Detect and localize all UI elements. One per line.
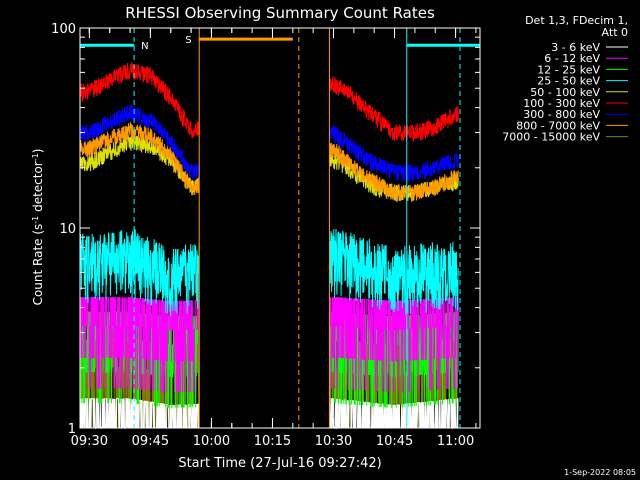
x-tick-label-2: 09:45 bbox=[132, 434, 169, 449]
legend-label-9: 7000 - 15000 keV bbox=[502, 131, 600, 144]
x-tick-label-5: 10:30 bbox=[315, 434, 352, 449]
y-tick-label-3: 100 bbox=[51, 22, 76, 37]
axes: 1 10 100 09:30 09:45 10:00 10:15 10:30 10:45 11:0… bbox=[51, 22, 481, 449]
series-6-line bbox=[79, 62, 459, 142]
saa-annotation: S bbox=[185, 35, 191, 46]
legend-label-3: 12 - 25 keV bbox=[537, 63, 600, 76]
footer-timestamp: 1-Sep-2022 08:05 bbox=[564, 468, 636, 477]
series-4-line bbox=[79, 228, 459, 317]
x-tick-label-3: 10:00 bbox=[193, 434, 230, 449]
x-tick-label-6: 10:45 bbox=[376, 434, 413, 449]
y-tick-label-2: 10 bbox=[59, 222, 76, 237]
legend-label-2: 6 - 12 keV bbox=[544, 52, 600, 65]
y-tick-label-1: 1 bbox=[68, 422, 76, 437]
legend-label-7: 300 - 800 keV bbox=[523, 108, 600, 121]
legend-label-4: 25 - 50 keV bbox=[537, 75, 600, 88]
x-tick-label-1: 09:30 bbox=[71, 434, 108, 449]
legend-label-1: 3 - 6 keV bbox=[551, 41, 600, 54]
series-8-line bbox=[79, 122, 459, 203]
legend-header-line-1: Det 1,3, FDecim 1, bbox=[525, 14, 628, 27]
legend-header-line-2: Att 0 bbox=[602, 26, 628, 39]
x-tick-label-4: 10:15 bbox=[254, 434, 291, 449]
night-annotation: N bbox=[141, 41, 148, 52]
chart-title: RHESSI Observing Summary Count Rates bbox=[125, 4, 435, 22]
legend-label-5: 50 - 100 keV bbox=[530, 86, 600, 99]
legend-label-6: 100 - 300 keV bbox=[523, 97, 600, 110]
y-axis-label: Count Rate (s-1 detector-1) bbox=[31, 149, 45, 306]
plot-area: NS bbox=[79, 28, 480, 430]
series-1-line bbox=[79, 398, 459, 430]
legend-label-8: 800 - 7000 keV bbox=[516, 119, 600, 132]
x-tick-label-7: 11:00 bbox=[437, 434, 474, 449]
x-axis-label: Start Time (27-Jul-16 09:27:42) bbox=[178, 456, 381, 471]
series-7-line bbox=[79, 103, 459, 184]
